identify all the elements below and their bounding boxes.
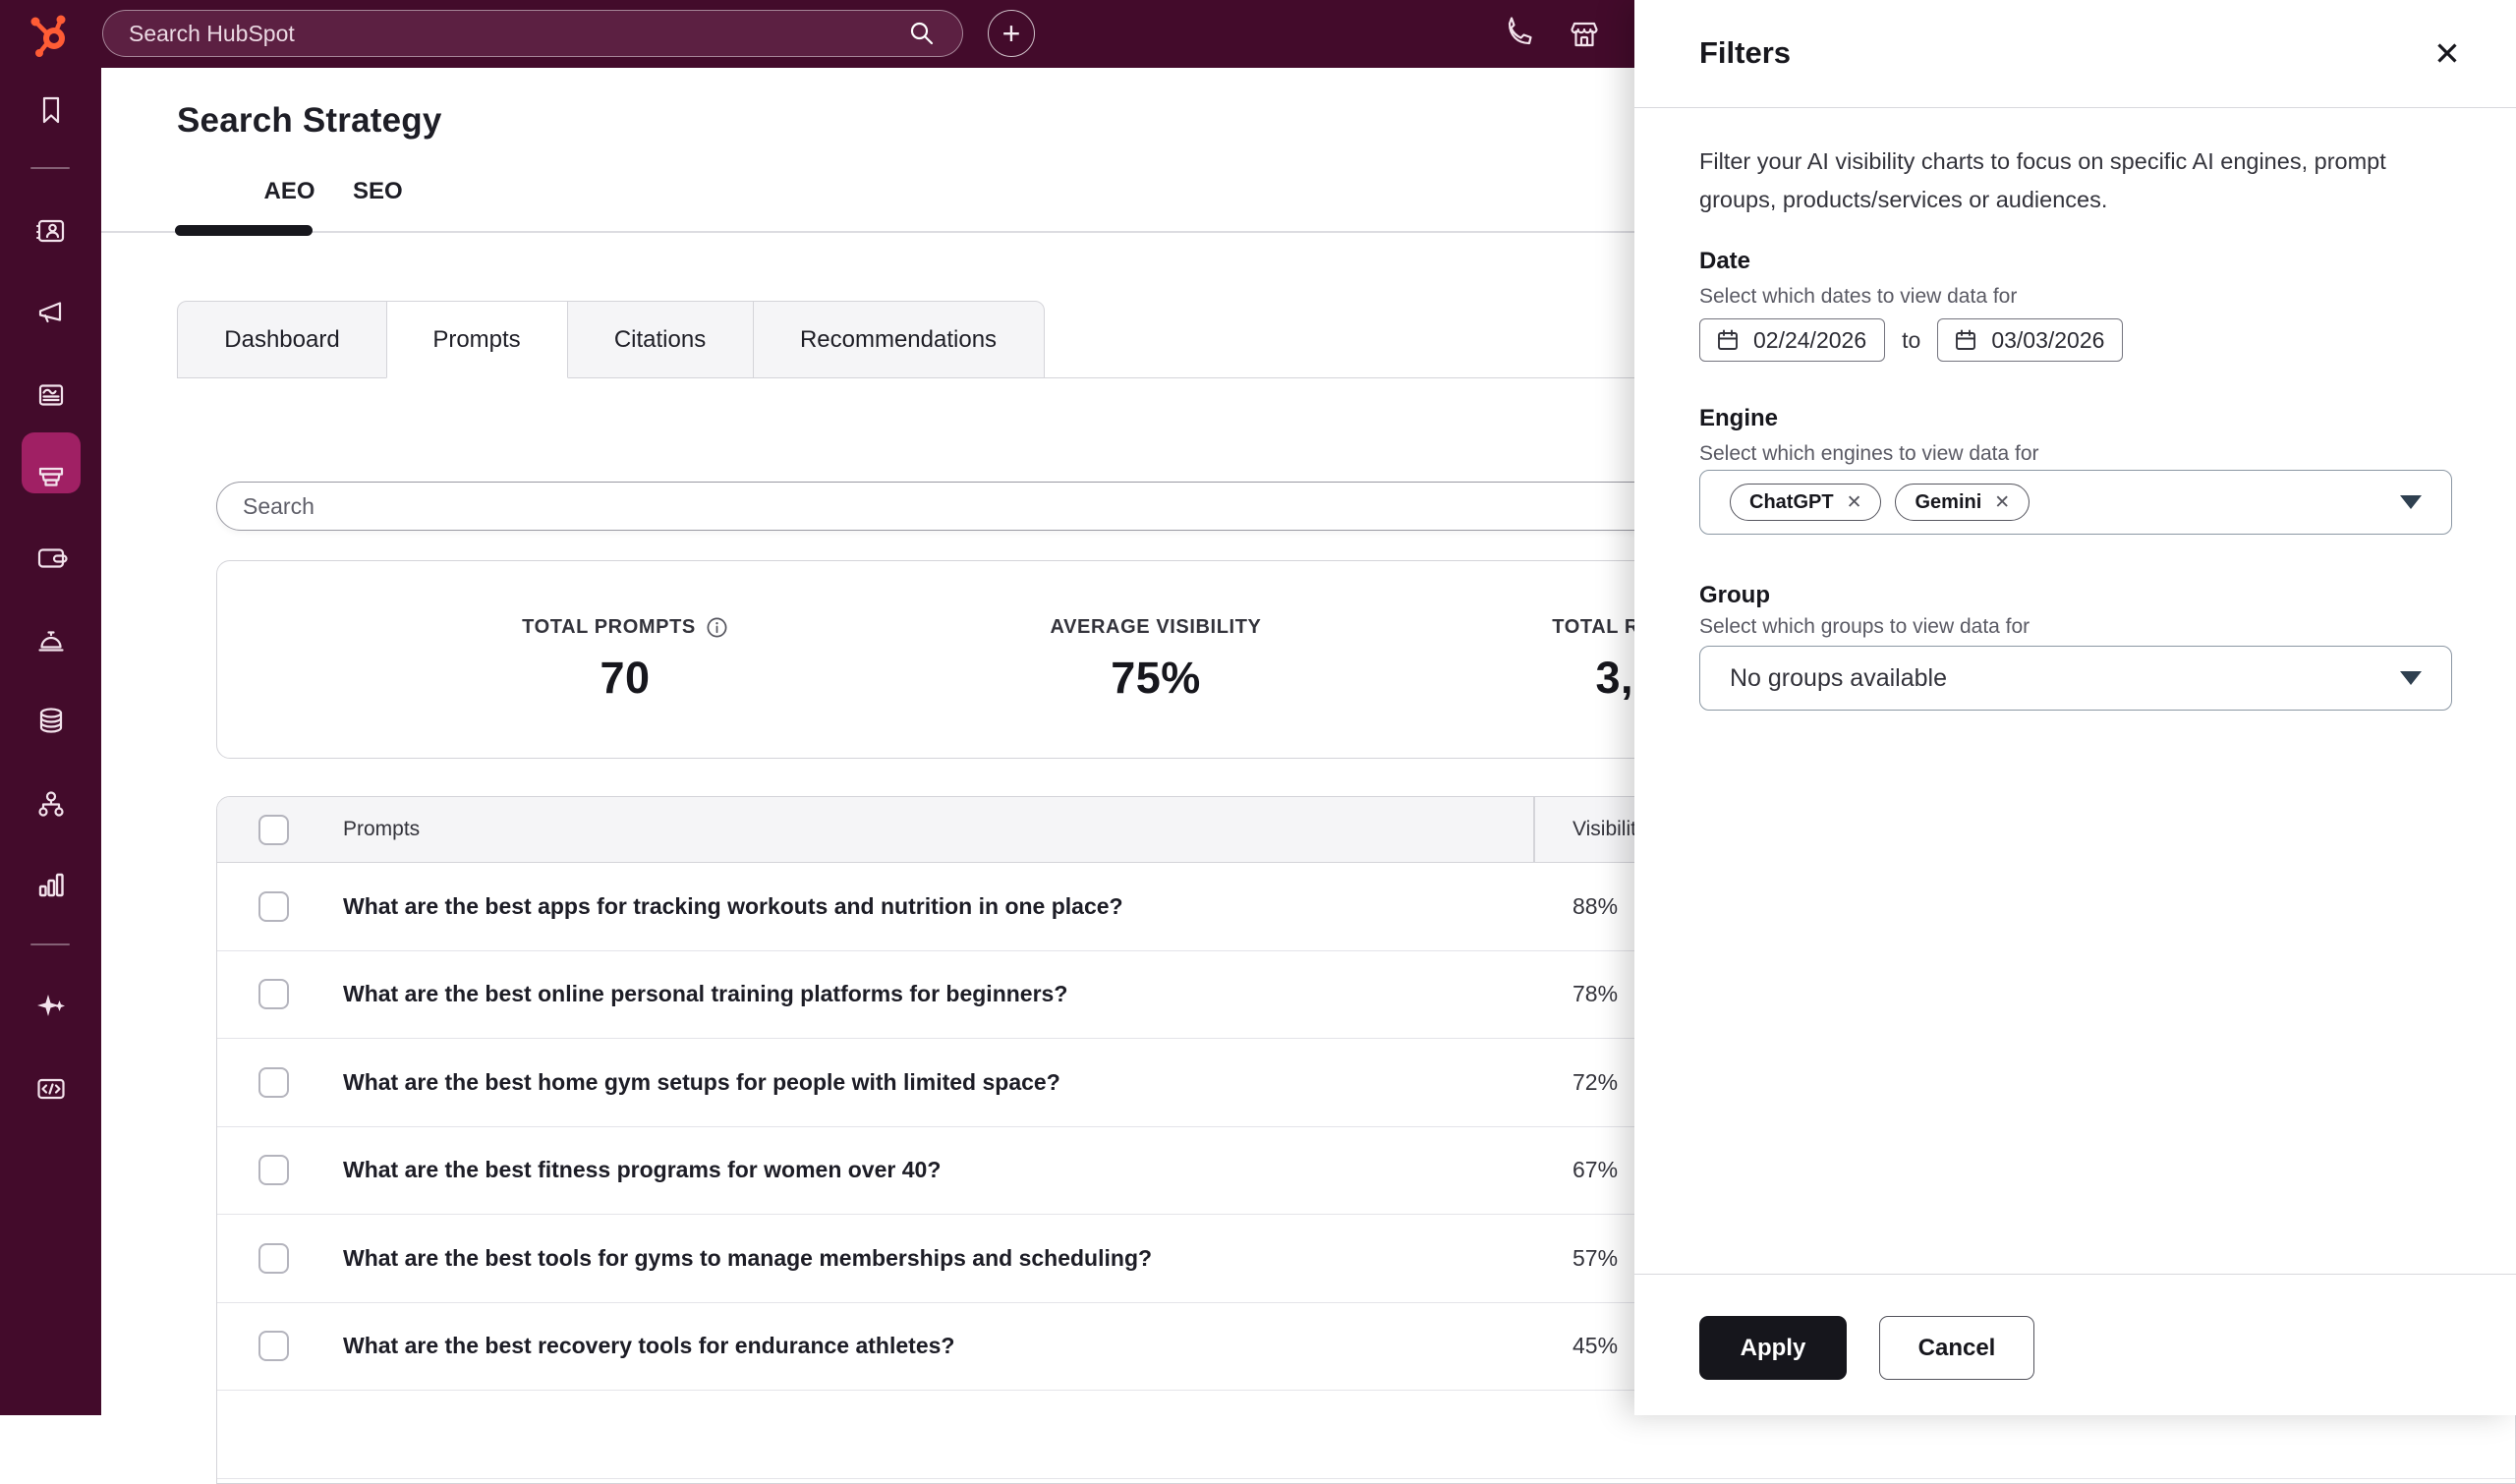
sidebar-active-highlight [22, 432, 81, 493]
row-checkbox[interactable] [258, 890, 289, 922]
group-section-label: Group [1699, 582, 1770, 608]
stat-total-prompts: TOTAL PROMPTS 70 [497, 561, 753, 758]
date-to-input[interactable]: 03/03/2026 [1937, 318, 2124, 362]
stat-label-text: TOTAL PROMPTS [522, 615, 696, 638]
info-icon[interactable] [706, 616, 728, 639]
sidebar-item-contacts[interactable] [32, 212, 70, 250]
stat-average-visibility: AVERAGE VISIBILITY 75% [1013, 561, 1298, 758]
date-to-value: 03/03/2026 [1991, 326, 2105, 353]
engine-multiselect[interactable]: ChatGPT ✕ Gemini ✕ [1699, 470, 2452, 535]
chip-label: Gemini [1915, 490, 1982, 513]
tab-aeo[interactable]: AEO [263, 178, 315, 204]
visibility-value: 67% [1572, 1157, 1619, 1183]
sidebar-item-data-database[interactable] [32, 702, 70, 739]
active-tab-indicator [175, 225, 313, 236]
group-select-value: No groups available [1730, 663, 1947, 692]
prompt-text[interactable]: What are the best home gym setups for pe… [343, 1068, 1060, 1095]
calendar-icon [1956, 329, 1976, 350]
filters-description: Filter your AI visibility charts to focu… [1699, 148, 2386, 212]
close-icon[interactable]: ✕ [2433, 34, 2461, 72]
column-divider [1533, 797, 1535, 863]
filters-panel: Filters ✕ Filter your AI visibility char… [1634, 0, 2516, 1415]
chip-label: ChatGPT [1749, 490, 1834, 513]
engine-section-label: Engine [1699, 405, 1779, 431]
select-all-checkbox[interactable] [258, 814, 289, 845]
engine-chip-gemini[interactable]: Gemini ✕ [1895, 484, 2030, 521]
sidebar-divider [30, 167, 70, 169]
engine-section-help: Select which engines to view data for [1699, 442, 2039, 465]
tab-dashboard[interactable]: Dashboard [177, 301, 387, 378]
row-checkbox[interactable] [258, 1066, 289, 1098]
sidebar-item-automations[interactable] [32, 785, 70, 823]
tab-dashboard-label: Dashboard [224, 325, 340, 353]
date-range-row: 02/24/2026 to 03/03/2026 [1699, 318, 2124, 362]
tab-prompts-label: Prompts [432, 325, 521, 353]
prompt-text[interactable]: What are the best recovery tools for end… [343, 1333, 955, 1359]
calendar-icon [1718, 329, 1738, 350]
chip-remove-icon[interactable]: ✕ [1994, 491, 2011, 513]
create-button[interactable]: + [988, 10, 1035, 57]
stat-average-visibility-value: 75% [1111, 652, 1201, 703]
filters-title: Filters [1699, 35, 1792, 70]
visibility-value: 78% [1572, 981, 1619, 1007]
sidebar-item-reporting[interactable] [32, 866, 70, 903]
date-joiner: to [1902, 326, 1921, 353]
tab-seo[interactable]: SEO [353, 178, 403, 204]
tab-recommendations[interactable]: Recommendations [752, 301, 1045, 378]
stat-average-visibility-label: AVERAGE VISIBILITY [1050, 615, 1262, 638]
filters-panel-header: Filters ✕ [1634, 0, 2516, 108]
tab-citations[interactable]: Citations [566, 301, 754, 378]
marketplace-icon[interactable] [1567, 17, 1602, 52]
row-checkbox[interactable] [258, 1242, 289, 1274]
left-sidebar [0, 68, 101, 1415]
sidebar-divider [30, 943, 70, 945]
global-search[interactable] [102, 10, 963, 57]
visibility-value: 57% [1572, 1244, 1619, 1271]
group-select[interactable]: No groups available [1699, 646, 2452, 711]
prompt-text[interactable]: What are the best fitness programs for w… [343, 1157, 942, 1183]
stat-total-prompts-value: 70 [600, 652, 651, 703]
search-icon[interactable] [907, 19, 937, 48]
prompt-text[interactable]: What are the best apps for tracking work… [343, 892, 1123, 919]
engine-chip-chatgpt[interactable]: ChatGPT ✕ [1730, 484, 1882, 521]
date-section-label: Date [1699, 248, 1751, 274]
row-checkbox[interactable] [258, 1155, 289, 1186]
row-checkbox[interactable] [258, 1331, 289, 1362]
date-from-input[interactable]: 02/24/2026 [1699, 318, 1886, 362]
sidebar-item-commerce[interactable] [32, 458, 70, 495]
prompt-text[interactable]: What are the best tools for gyms to mana… [343, 1244, 1153, 1271]
column-header-prompts[interactable]: Prompts [343, 818, 421, 840]
global-search-input[interactable] [129, 20, 907, 47]
sidebar-item-content[interactable] [32, 376, 70, 414]
header-divider [101, 231, 2516, 233]
phone-icon[interactable] [1501, 17, 1536, 52]
page-title: Search Strategy [177, 101, 442, 140]
visibility-value: 72% [1572, 1068, 1619, 1095]
apply-button[interactable]: Apply [1699, 1316, 1847, 1380]
visibility-value: 45% [1572, 1333, 1619, 1359]
filters-footer: Apply Cancel [1634, 1274, 2516, 1415]
stat-total-prompts-label: TOTAL PROMPTS [522, 616, 728, 639]
cancel-button[interactable]: Cancel [1879, 1316, 2034, 1380]
sidebar-item-ai-sparkles[interactable] [32, 988, 70, 1025]
chevron-down-icon[interactable] [2400, 495, 2422, 509]
row-checkbox[interactable] [258, 979, 289, 1010]
sidebar-item-marketing-megaphone[interactable] [32, 294, 70, 331]
visibility-value: 88% [1572, 892, 1619, 919]
sidebar-item-service-bell[interactable] [32, 622, 70, 659]
column-header-visibility[interactable]: Visibility [1572, 818, 1647, 840]
date-from-value: 02/24/2026 [1753, 326, 1867, 353]
tab-prompts[interactable]: Prompts [385, 301, 568, 378]
date-section-help: Select which dates to view data for [1699, 285, 2018, 308]
sidebar-item-payments-wallet[interactable] [32, 540, 70, 577]
chevron-down-icon[interactable] [2400, 671, 2422, 685]
chip-remove-icon[interactable]: ✕ [1846, 491, 1862, 513]
group-section-help: Select which groups to view data for [1699, 615, 2030, 638]
sidebar-item-bookmarks[interactable] [32, 91, 70, 129]
tab-citations-label: Citations [613, 325, 707, 353]
tab-recommendations-label: Recommendations [799, 325, 998, 353]
sidebar-item-developer-code[interactable] [32, 1070, 70, 1108]
prompt-text[interactable]: What are the best online personal traini… [343, 981, 1068, 1007]
hubspot-logo[interactable] [22, 8, 77, 63]
